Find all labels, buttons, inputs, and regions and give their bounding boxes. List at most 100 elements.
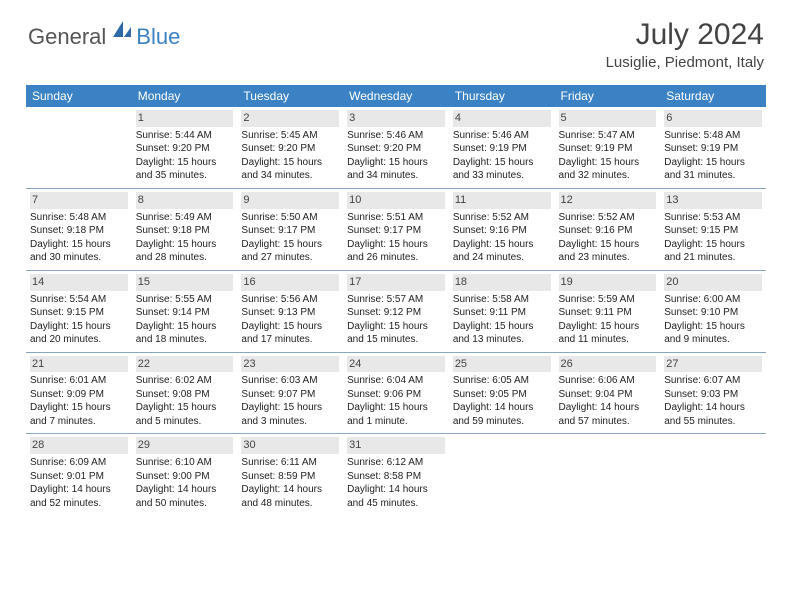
- daylight-text: Daylight: 15 hours and 28 minutes.: [136, 238, 234, 265]
- day-cell: 19Sunrise: 5:59 AMSunset: 9:11 PMDayligh…: [555, 270, 661, 352]
- sunrise-text: Sunrise: 5:51 AM: [347, 211, 445, 225]
- day-number: 27: [664, 356, 762, 373]
- sunrise-text: Sunrise: 6:04 AM: [347, 374, 445, 388]
- day-number: 15: [136, 274, 234, 291]
- sunset-text: Sunset: 9:19 PM: [664, 142, 762, 156]
- daylight-text: Daylight: 14 hours and 57 minutes.: [559, 401, 657, 428]
- day-cell: 15Sunrise: 5:55 AMSunset: 9:14 PMDayligh…: [132, 270, 238, 352]
- daylight-text: Daylight: 15 hours and 23 minutes.: [559, 238, 657, 265]
- day-number: 4: [453, 110, 551, 127]
- day-cell: 17Sunrise: 5:57 AMSunset: 9:12 PMDayligh…: [343, 270, 449, 352]
- day-cell: .: [660, 434, 766, 515]
- day-cell: 8Sunrise: 5:49 AMSunset: 9:18 PMDaylight…: [132, 188, 238, 270]
- sunrise-text: Sunrise: 5:58 AM: [453, 293, 551, 307]
- day-cell: 2Sunrise: 5:45 AMSunset: 9:20 PMDaylight…: [237, 107, 343, 188]
- day-number: 14: [30, 274, 128, 291]
- sunrise-text: Sunrise: 5:50 AM: [241, 211, 339, 225]
- sunset-text: Sunset: 9:20 PM: [241, 142, 339, 156]
- daylight-text: Daylight: 15 hours and 13 minutes.: [453, 320, 551, 347]
- logo-text-general: General: [28, 24, 106, 50]
- day-cell: 1Sunrise: 5:44 AMSunset: 9:20 PMDaylight…: [132, 107, 238, 188]
- sunset-text: Sunset: 9:20 PM: [136, 142, 234, 156]
- sunrise-text: Sunrise: 5:46 AM: [347, 129, 445, 143]
- daylight-text: Daylight: 15 hours and 27 minutes.: [241, 238, 339, 265]
- day-number: 24: [347, 356, 445, 373]
- day-number: 11: [453, 192, 551, 209]
- sunrise-text: Sunrise: 5:48 AM: [30, 211, 128, 225]
- daylight-text: Daylight: 15 hours and 3 minutes.: [241, 401, 339, 428]
- day-cell: 7 Sunrise: 5:48 AMSunset: 9:18 PMDaylight…: [26, 188, 132, 270]
- daylight-text: Daylight: 15 hours and 18 minutes.: [136, 320, 234, 347]
- sunrise-text: Sunrise: 6:01 AM: [30, 374, 128, 388]
- daylight-text: Daylight: 15 hours and 26 minutes.: [347, 238, 445, 265]
- sunset-text: Sunset: 9:05 PM: [453, 388, 551, 402]
- day-number: 22: [136, 356, 234, 373]
- day-cell: 18Sunrise: 5:58 AMSunset: 9:11 PMDayligh…: [449, 270, 555, 352]
- day-cell: 29Sunrise: 6:10 AMSunset: 9:00 PMDayligh…: [132, 434, 238, 515]
- daylight-text: Daylight: 15 hours and 34 minutes.: [241, 156, 339, 183]
- day-cell: 25Sunrise: 6:05 AMSunset: 9:05 PMDayligh…: [449, 352, 555, 434]
- day-number: 10: [347, 192, 445, 209]
- sunset-text: Sunset: 9:18 PM: [136, 224, 234, 238]
- sunrise-text: Sunrise: 5:53 AM: [664, 211, 762, 225]
- day-number: 1: [136, 110, 234, 127]
- daylight-text: Daylight: 15 hours and 32 minutes.: [559, 156, 657, 183]
- title-block: July 2024 Lusiglie, Piedmont, Italy: [606, 18, 764, 71]
- day-cell: 30 Sunrise: 6:11 AMSunset: 8:59 PMDayligh…: [237, 434, 343, 515]
- logo-text-blue: Blue: [136, 24, 180, 50]
- daylight-text: Daylight: 15 hours and 30 minutes.: [30, 238, 128, 265]
- sunset-text: Sunset: 9:16 PM: [559, 224, 657, 238]
- day-number: 19: [559, 274, 657, 291]
- day-number: 17: [347, 274, 445, 291]
- day-number: 30: [241, 437, 339, 454]
- sunset-text: Sunset: 9:09 PM: [30, 388, 128, 402]
- day-cell: 21Sunrise: 6:01 AMSunset: 9:09 PMDayligh…: [26, 352, 132, 434]
- sunset-text: Sunset: 9:04 PM: [559, 388, 657, 402]
- sunset-text: Sunset: 8:59 PM: [241, 470, 339, 484]
- daylight-text: Daylight: 15 hours and 17 minutes.: [241, 320, 339, 347]
- sunrise-text: Sunrise: 6:00 AM: [664, 293, 762, 307]
- daylight-text: Daylight: 15 hours and 20 minutes.: [30, 320, 128, 347]
- day-number: 16: [241, 274, 339, 291]
- sunrise-text: Sunrise: 6:09 AM: [30, 456, 128, 470]
- sunrise-text: Sunrise: 6:11 AM: [241, 456, 339, 470]
- daylight-text: Daylight: 15 hours and 35 minutes.: [136, 156, 234, 183]
- daylight-text: Daylight: 14 hours and 48 minutes.: [241, 483, 339, 510]
- daylight-text: Daylight: 15 hours and 21 minutes.: [664, 238, 762, 265]
- daylight-text: Daylight: 15 hours and 5 minutes.: [136, 401, 234, 428]
- sunset-text: Sunset: 9:17 PM: [241, 224, 339, 238]
- day-number: 29: [136, 437, 234, 454]
- location-text: Lusiglie, Piedmont, Italy: [606, 54, 764, 71]
- dow-header: Monday: [132, 85, 238, 107]
- dow-header: Friday: [555, 85, 661, 107]
- sunset-text: Sunset: 9:20 PM: [347, 142, 445, 156]
- day-cell: 9Sunrise: 5:50 AMSunset: 9:17 PMDaylight…: [237, 188, 343, 270]
- day-number: 21: [30, 356, 128, 373]
- sunset-text: Sunset: 9:08 PM: [136, 388, 234, 402]
- day-cell: 12Sunrise: 5:52 AMSunset: 9:16 PMDayligh…: [555, 188, 661, 270]
- dow-header: Saturday: [660, 85, 766, 107]
- sunrise-text: Sunrise: 5:57 AM: [347, 293, 445, 307]
- sunrise-text: Sunrise: 6:02 AM: [136, 374, 234, 388]
- day-number: 8: [136, 192, 234, 209]
- daylight-text: Daylight: 15 hours and 15 minutes.: [347, 320, 445, 347]
- header: General Blue July 2024 Lusiglie, Piedmon…: [0, 0, 792, 77]
- sunset-text: Sunset: 9:11 PM: [453, 306, 551, 320]
- sunset-text: Sunset: 9:18 PM: [30, 224, 128, 238]
- calendar-table: SundayMondayTuesdayWednesdayThursdayFrid…: [26, 85, 766, 515]
- sunset-text: Sunset: 9:16 PM: [453, 224, 551, 238]
- day-number: 7: [30, 192, 128, 209]
- sunrise-text: Sunrise: 5:59 AM: [559, 293, 657, 307]
- sunset-text: Sunset: 9:19 PM: [559, 142, 657, 156]
- dow-header: Wednesday: [343, 85, 449, 107]
- daylight-text: Daylight: 15 hours and 7 minutes.: [30, 401, 128, 428]
- day-number: 28: [30, 437, 128, 454]
- day-cell: 28Sunrise: 6:09 AMSunset: 9:01 PMDayligh…: [26, 434, 132, 515]
- day-number: 31: [347, 437, 445, 454]
- sunrise-text: Sunrise: 5:45 AM: [241, 129, 339, 143]
- day-cell: 11Sunrise: 5:52 AMSunset: 9:16 PMDayligh…: [449, 188, 555, 270]
- sunset-text: Sunset: 9:00 PM: [136, 470, 234, 484]
- sunset-text: Sunset: 9:14 PM: [136, 306, 234, 320]
- dow-header: Sunday: [26, 85, 132, 107]
- daylight-text: Daylight: 14 hours and 52 minutes.: [30, 483, 128, 510]
